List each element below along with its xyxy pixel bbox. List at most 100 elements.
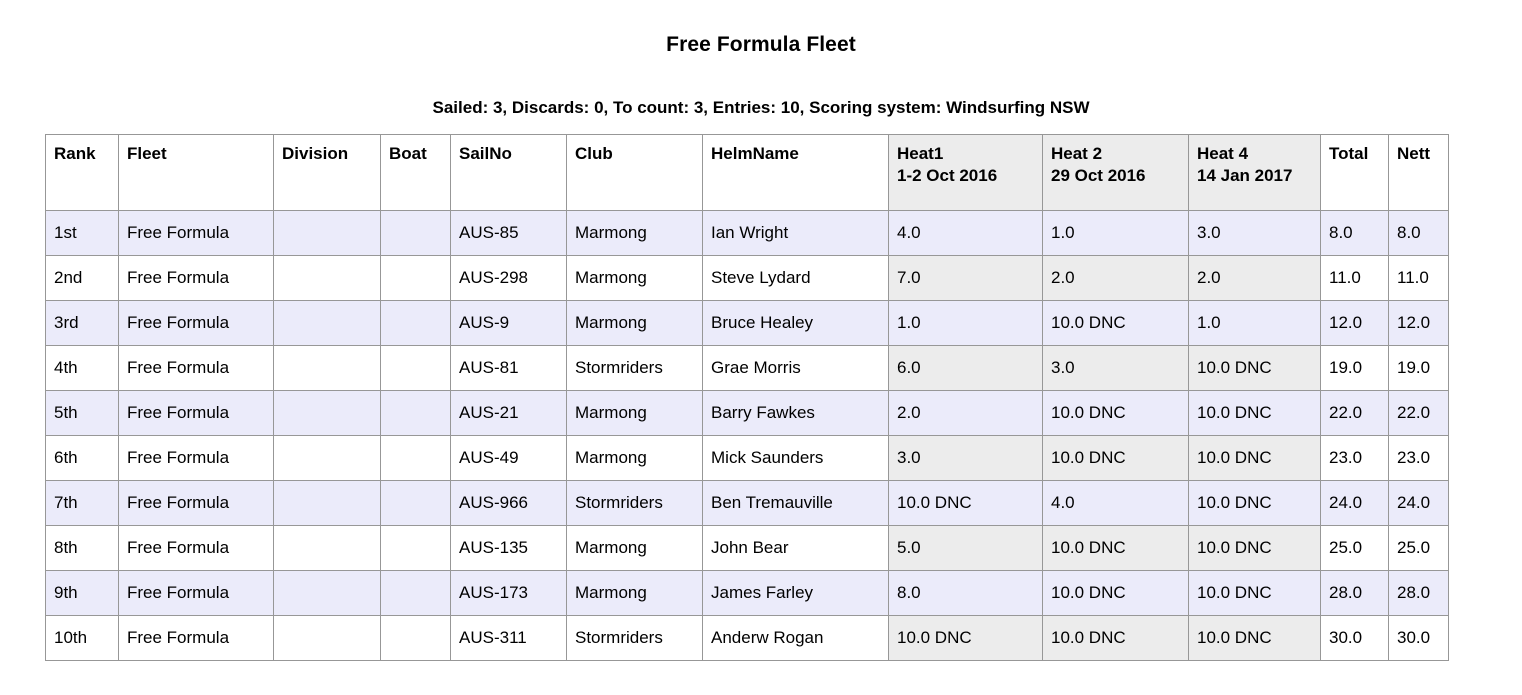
cell-heat1: 6.0 — [888, 345, 1043, 391]
table-row: 10th Free Formula AUS-311 Stormriders Anderw… — [45, 615, 1449, 661]
column-header-heat1[interactable]: Heat1 1-2 Oct 2016 — [888, 134, 1043, 211]
header-date-heat2: 29 Oct 2016 — [1051, 166, 1146, 185]
cell-club: Marmong — [566, 300, 703, 346]
column-header-club[interactable]: Club — [566, 134, 703, 211]
column-header-heat4[interactable]: Heat 4 14 Jan 2017 — [1188, 134, 1321, 211]
header-label-division: Division — [282, 144, 349, 163]
cell-heat2: 1.0 — [1042, 210, 1189, 256]
column-header-nett[interactable]: Nett — [1388, 134, 1449, 211]
cell-club: Stormriders — [566, 615, 703, 661]
column-header-division[interactable]: Division — [273, 134, 381, 211]
cell-helmname: Ian Wright — [702, 210, 889, 256]
cell-sailno: AUS-85 — [450, 210, 567, 256]
page-title: Free Formula Fleet — [666, 33, 856, 56]
cell-division — [273, 525, 381, 571]
cell-total: 11.0 — [1320, 255, 1389, 301]
cell-heat4: 10.0 DNC — [1188, 615, 1321, 661]
cell-division — [273, 255, 381, 301]
column-header-fleet[interactable]: Fleet — [118, 134, 274, 211]
cell-boat — [380, 615, 451, 661]
cell-division — [273, 300, 381, 346]
cell-sailno: AUS-49 — [450, 435, 567, 481]
results-table: Rank Fleet Division Boat SailNo Club Hel… — [45, 134, 1449, 661]
cell-heat4: 10.0 DNC — [1188, 390, 1321, 436]
cell-helmname: Barry Fawkes — [702, 390, 889, 436]
cell-heat4: 10.0 DNC — [1188, 570, 1321, 616]
cell-nett: 30.0 — [1388, 615, 1449, 661]
cell-fleet: Free Formula — [118, 480, 274, 526]
cell-boat — [380, 300, 451, 346]
cell-boat — [380, 480, 451, 526]
cell-nett: 25.0 — [1388, 525, 1449, 571]
cell-boat — [380, 345, 451, 391]
table-row: 1st Free Formula AUS-85 Marmong Ian Wright 4.… — [45, 210, 1449, 256]
cell-boat — [380, 570, 451, 616]
cell-heat4: 2.0 — [1188, 255, 1321, 301]
cell-rank: 2nd — [45, 255, 119, 301]
table-row: 3rd Free Formula AUS-9 Marmong Bruce Healey 1… — [45, 300, 1449, 346]
header-label-fleet: Fleet — [127, 144, 167, 163]
column-header-total[interactable]: Total — [1320, 134, 1389, 211]
cell-sailno: AUS-966 — [450, 480, 567, 526]
header-label-boat: Boat — [389, 144, 427, 163]
cell-club: Marmong — [566, 570, 703, 616]
cell-total: 19.0 — [1320, 345, 1389, 391]
cell-heat4: 1.0 — [1188, 300, 1321, 346]
cell-total: 28.0 — [1320, 570, 1389, 616]
cell-boat — [380, 525, 451, 571]
column-header-rank[interactable]: Rank — [45, 134, 119, 211]
cell-sailno: AUS-173 — [450, 570, 567, 616]
cell-nett: 19.0 — [1388, 345, 1449, 391]
cell-total: 25.0 — [1320, 525, 1389, 571]
cell-fleet: Free Formula — [118, 525, 274, 571]
cell-fleet: Free Formula — [118, 300, 274, 346]
cell-helmname: Bruce Healey — [702, 300, 889, 346]
cell-rank: 7th — [45, 480, 119, 526]
cell-helmname: John Bear — [702, 525, 889, 571]
cell-heat4: 10.0 DNC — [1188, 345, 1321, 391]
cell-total: 23.0 — [1320, 435, 1389, 481]
cell-rank: 4th — [45, 345, 119, 391]
series-summary: Sailed: 3, Discards: 0, To count: 3, Ent… — [432, 98, 1090, 117]
table-row: 7th Free Formula AUS-966 Stormriders Ben Tre… — [45, 480, 1449, 526]
table-row: 9th Free Formula AUS-173 Marmong James Farle… — [45, 570, 1449, 616]
cell-total: 8.0 — [1320, 210, 1389, 256]
cell-fleet: Free Formula — [118, 345, 274, 391]
cell-fleet: Free Formula — [118, 615, 274, 661]
cell-total: 24.0 — [1320, 480, 1389, 526]
cell-fleet: Free Formula — [118, 390, 274, 436]
cell-heat4: 10.0 DNC — [1188, 525, 1321, 571]
table-row: 4th Free Formula AUS-81 Stormriders Grae Mor… — [45, 345, 1449, 391]
table-row: 6th Free Formula AUS-49 Marmong Mick Saunder… — [45, 435, 1449, 481]
column-header-sailno[interactable]: SailNo — [450, 134, 567, 211]
cell-sailno: AUS-311 — [450, 615, 567, 661]
cell-heat4: 10.0 DNC — [1188, 435, 1321, 481]
cell-nett: 8.0 — [1388, 210, 1449, 256]
cell-heat1: 3.0 — [888, 435, 1043, 481]
cell-heat2: 10.0 DNC — [1042, 570, 1189, 616]
header-label-nett: Nett — [1397, 144, 1431, 163]
cell-club: Stormriders — [566, 480, 703, 526]
cell-rank: 1st — [45, 210, 119, 256]
cell-heat1: 7.0 — [888, 255, 1043, 301]
cell-heat2: 2.0 — [1042, 255, 1189, 301]
cell-fleet: Free Formula — [118, 210, 274, 256]
cell-total: 22.0 — [1320, 390, 1389, 436]
header-label-club: Club — [575, 144, 613, 163]
table-body: 1st Free Formula AUS-85 Marmong Ian Wright 4.… — [45, 210, 1449, 661]
cell-rank: 3rd — [45, 300, 119, 346]
cell-fleet: Free Formula — [118, 255, 274, 301]
column-header-boat[interactable]: Boat — [380, 134, 451, 211]
cell-division — [273, 210, 381, 256]
column-header-heat2[interactable]: Heat 2 29 Oct 2016 — [1042, 134, 1189, 211]
header-date-heat1: 1-2 Oct 2016 — [897, 166, 998, 185]
header-row: Rank Fleet Division Boat SailNo Club Hel… — [45, 134, 1449, 211]
cell-boat — [380, 435, 451, 481]
cell-nett: 11.0 — [1388, 255, 1449, 301]
column-header-helmname[interactable]: HelmName — [702, 134, 889, 211]
cell-rank: 9th — [45, 570, 119, 616]
cell-rank: 5th — [45, 390, 119, 436]
header-label-heat1: Heat1 — [897, 144, 944, 163]
cell-division — [273, 435, 381, 481]
